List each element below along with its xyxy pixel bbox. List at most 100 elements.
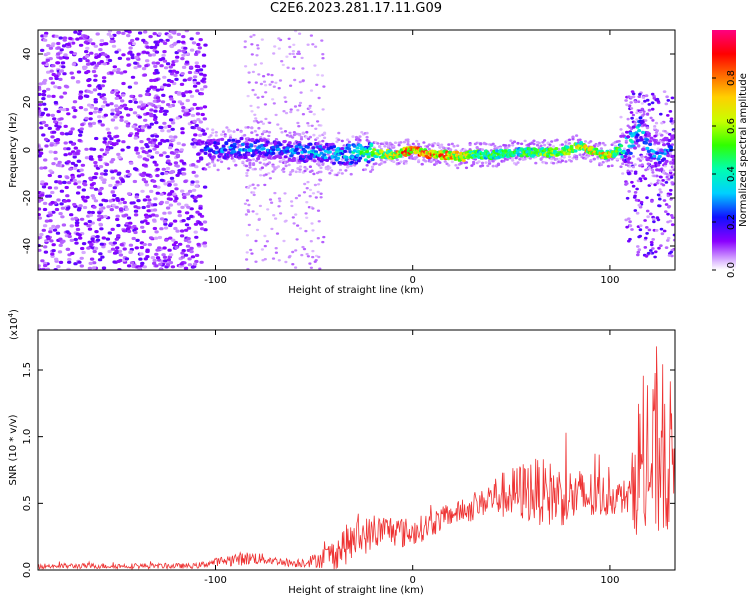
spectrum-cell [56,109,61,114]
spectrum-cell [606,158,611,162]
spectrum-cell [323,156,328,160]
spectrum-cell [40,180,45,184]
spectrum-cell [347,147,352,151]
spectrum-cell [140,220,145,224]
spectrum-cell [63,84,69,88]
spectrum-cell [105,147,111,151]
spectrum-cell [622,147,627,151]
spectrum-cell [70,76,76,80]
spectrum-cell [305,216,309,219]
spectrum-cell [56,198,61,202]
spectrum-cell [158,141,163,145]
x-tick-label: -100 [204,575,227,586]
spectrum-cell [264,84,268,87]
spectrum-cell [194,165,199,169]
spectrum-cell [38,216,42,220]
spectrum-cell [70,175,76,179]
spectrum-cell [194,174,199,178]
spectrum-cell [636,250,641,254]
spectrum-cell [551,145,556,148]
spectrum-cell [257,126,261,130]
spectrum-cell [154,134,160,138]
spectrum-cell [199,157,204,161]
spectrum-cell [647,108,652,112]
y-tick-label: 0 [22,147,33,153]
spectrum-cell [247,203,251,207]
spectrum-cell [194,123,199,128]
spectrum-cell [182,113,188,117]
spectrum-cell [93,199,99,203]
spectrum-cell [51,162,56,166]
spectrum-cell [274,81,278,85]
spectrum-cell [61,65,66,69]
spectrum-cell [172,219,178,223]
spectrum-cell [48,57,53,61]
spectrum-cell [309,240,313,243]
spectrum-cell [306,43,310,46]
spectrum-cell [316,190,320,194]
spectrum-cell [284,164,288,168]
spectrum-cell [314,150,319,154]
spectrum-cell [644,155,648,159]
spectrum-cell [110,227,115,231]
y-tick-label: 20 [22,96,33,109]
spectrum-cell [128,99,133,104]
spectrum-cell [81,242,87,246]
spectrum-cell [51,42,56,46]
spectrum-cell [131,236,136,241]
spectrum-cell [141,38,146,43]
spectrum-cell [176,202,182,206]
spectrum-cell [559,157,563,160]
spectrum-cell [399,160,403,163]
spectrum-cell [38,248,42,252]
spectrum-cell [38,151,44,155]
spectrum-cell [290,204,294,208]
spectrum-cell [182,78,187,82]
spectrum-cell [289,144,294,148]
spectrum-cell [199,260,204,264]
spectrum-cell [113,169,118,173]
spectrum-cell [424,159,428,163]
spectrum-cell [376,142,380,145]
spectrum-cell [43,137,49,141]
spectrum-cell [190,142,195,146]
spectrum-cell [652,154,657,158]
spectrum-cell [152,45,158,50]
spectrum-cell [370,157,375,162]
spectrum-cell [303,149,307,154]
spectrum-cell [134,134,139,138]
spectrum-cell [148,53,153,57]
spectrum-cell [93,44,99,48]
spectrum-cell [250,137,255,142]
spectrum-cell [638,177,643,181]
spectrum-cell [662,199,667,202]
spectrum-cell [65,247,71,251]
spectrum-cell [274,217,278,220]
spectrum-cell [310,124,314,128]
spectrum-cell [275,232,280,235]
spectrum-cell [195,106,200,110]
spectrum-cell [468,143,472,147]
spectrum-cell [105,103,110,107]
spectrum-cell [393,141,398,144]
spectrum-cell [406,138,410,141]
spectrum-cell [103,53,108,57]
spectrum-cell [125,227,131,231]
spectrum-cell [664,159,669,163]
spectrum-cell [110,247,116,251]
spectrum-cell [638,234,642,238]
spectrum-cell [176,40,181,44]
spectrum-cell [629,111,634,114]
spectrum-cell [47,186,53,190]
spectrum-cell [132,111,138,115]
spectrum-cell [669,162,673,165]
spectrum-cell [311,229,315,232]
spectrum-cell [489,149,493,152]
spectrum-cell [575,134,579,137]
spectrum-cell [114,96,120,100]
spectrum-cell [167,146,173,150]
spectrum-cell [115,70,121,74]
spectrum-cell [170,121,176,125]
spectrum-cell [97,211,102,215]
spectrum-cell [150,143,155,147]
